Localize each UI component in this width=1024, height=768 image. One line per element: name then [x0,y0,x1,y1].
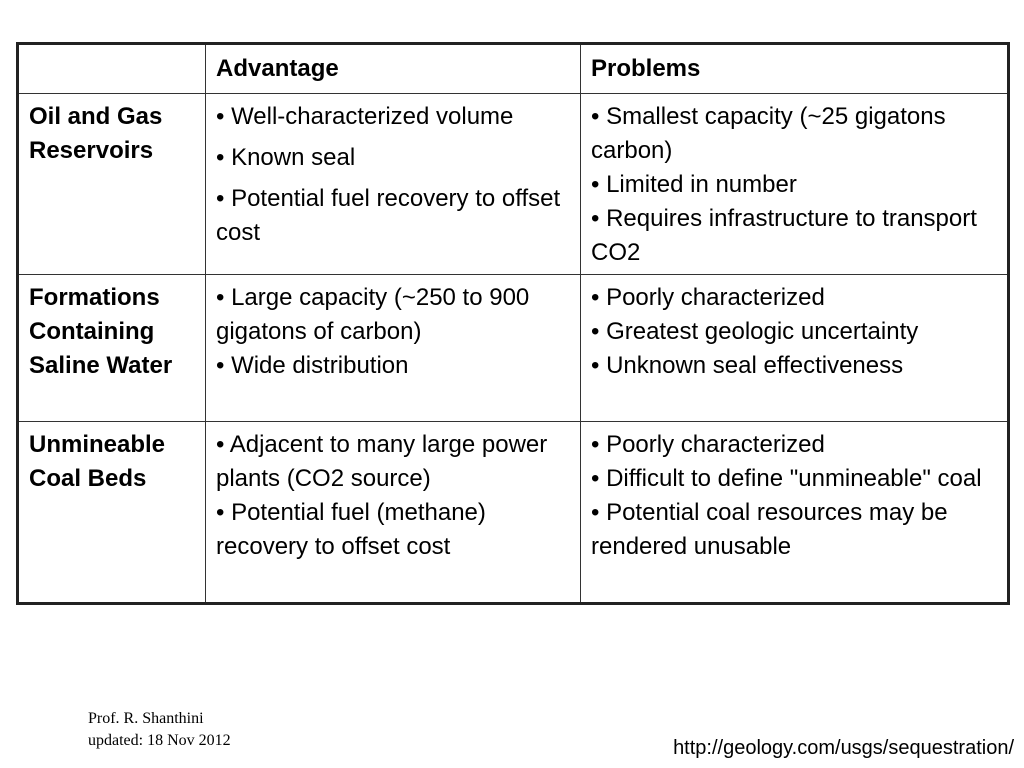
header-cell-advantage: Advantage [205,43,581,94]
list-item: • Unknown seal effectiveness [591,352,904,379]
list-item: • Smallest capacity (~25 gigatons carbon… [591,103,946,164]
table-row: Oil and Gas Reservoirs • Well-characteri… [17,93,1009,275]
list-item: • Potential coal resources may be render… [591,499,948,560]
list-item: • Difficult to define "unmineable" coal [591,465,982,492]
footer-credits: Prof. R. Shanthini updated: 18 Nov 2012 [88,708,231,752]
advantage-cell: • Well-characterized volume • Known seal… [205,93,581,275]
table-header-row: Advantage Problems [17,43,1009,94]
list-item: • Greatest geologic uncertainty [591,318,919,345]
list-item: • Large capacity (~250 to 900 gigatons o… [216,284,530,345]
list-item: • Potential fuel (methane) recovery to o… [216,499,486,560]
list-item: • Poorly characterized [591,284,825,311]
list-item: • Potential fuel recovery to offset cost [216,185,561,246]
table-row: Formations Containing Saline Water • Lar… [17,274,1009,422]
list-item: • Limited in number [591,171,797,198]
source-url-link[interactable]: http://geology.com/usgs/sequestration/ [673,737,1014,759]
advantage-cell: • Large capacity (~250 to 900 gigatons o… [205,274,581,422]
table-row: Unmineable Coal Beds • Adjacent to many … [17,421,1009,604]
footer-author: Prof. R. Shanthini [88,710,204,727]
problems-cell: • Smallest capacity (~25 gigatons carbon… [580,93,1009,275]
comparison-table: Advantage Problems Oil and Gas Reservoir… [16,42,1010,605]
list-item: • Well-characterized volume [216,103,514,130]
list-item: • Requires infrastructure to transport C… [591,205,977,266]
problems-cell: • Poorly characterized • Difficult to de… [580,421,1009,604]
header-cell-empty [17,43,206,94]
row-label: Oil and Gas Reservoirs [17,93,206,275]
footer-updated: updated: 18 Nov 2012 [88,732,231,749]
row-label: Formations Containing Saline Water [17,274,206,422]
list-item: • Known seal [216,144,356,171]
advantage-cell: • Adjacent to many large power plants (C… [205,421,581,604]
list-item: • Poorly characterized [591,431,825,458]
list-item: • Adjacent to many large power plants (C… [216,431,548,492]
header-cell-problems: Problems [580,43,1009,94]
row-label: Unmineable Coal Beds [17,421,206,604]
list-item: • Wide distribution [216,352,409,379]
problems-cell: • Poorly characterized • Greatest geolog… [580,274,1009,422]
